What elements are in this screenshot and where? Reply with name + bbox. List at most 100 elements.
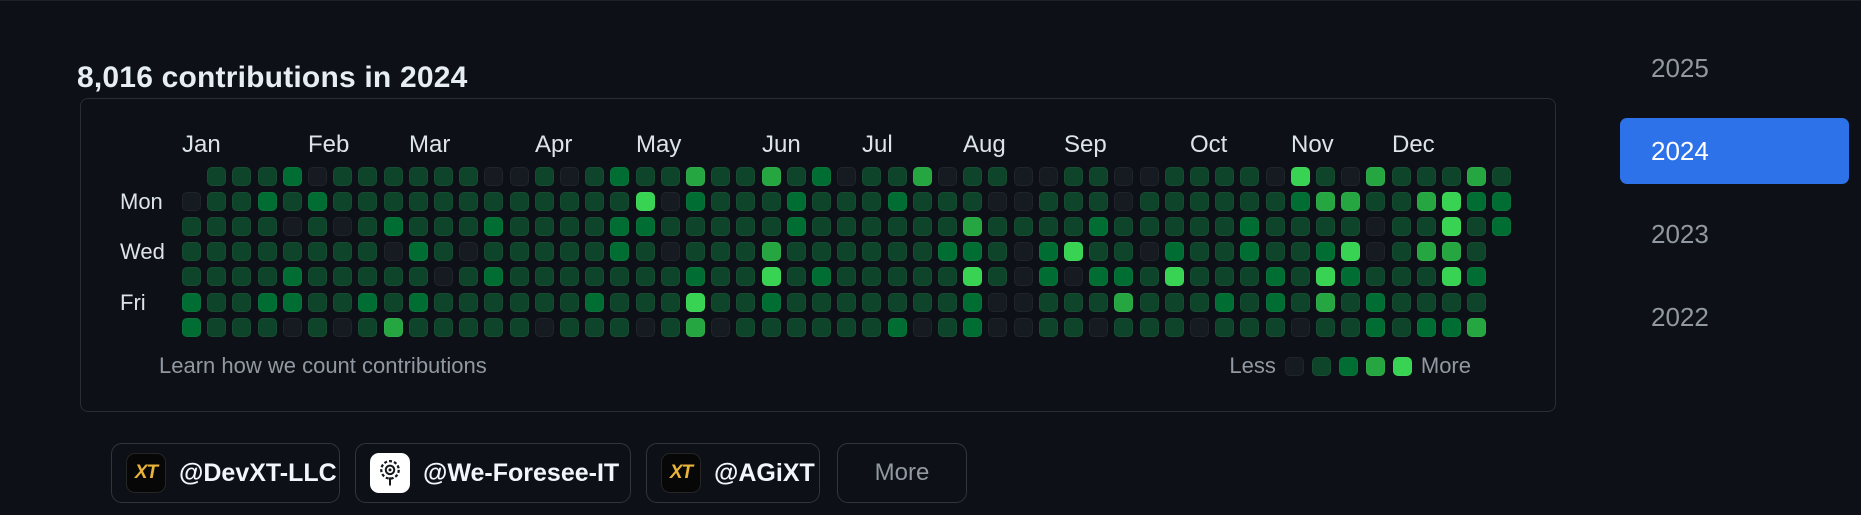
contribution-cell[interactable] (762, 167, 781, 186)
year-item-2025[interactable]: 2025 (1651, 52, 1709, 83)
contribution-cell[interactable] (510, 318, 529, 337)
contribution-cell[interactable] (1064, 318, 1083, 337)
contribution-cell[interactable] (1366, 192, 1385, 211)
contribution-cell[interactable] (1266, 217, 1285, 236)
contribution-cell[interactable] (988, 217, 1007, 236)
contribution-cell[interactable] (1266, 242, 1285, 261)
contribution-cell[interactable] (560, 267, 579, 286)
contribution-cell[interactable] (409, 192, 428, 211)
contribution-cell[interactable] (358, 242, 377, 261)
contribution-cell[interactable] (308, 318, 327, 337)
contribution-cell[interactable] (1392, 167, 1411, 186)
contribution-cell[interactable] (1467, 217, 1486, 236)
contribution-cell[interactable] (1467, 192, 1486, 211)
contribution-cell[interactable] (1266, 267, 1285, 286)
contribution-cell[interactable] (1291, 217, 1310, 236)
contribution-cell[interactable] (1366, 293, 1385, 312)
contribution-cell[interactable] (308, 167, 327, 186)
contribution-cell[interactable] (1240, 318, 1259, 337)
contribution-cell[interactable] (686, 267, 705, 286)
contribution-cell[interactable] (434, 293, 453, 312)
contribution-cell[interactable] (1039, 167, 1058, 186)
contribution-cell[interactable] (1316, 192, 1335, 211)
contribution-cell[interactable] (1316, 217, 1335, 236)
contribution-cell[interactable] (333, 167, 352, 186)
contribution-cell[interactable] (1114, 217, 1133, 236)
contribution-cell[interactable] (736, 267, 755, 286)
contribution-cell[interactable] (762, 293, 781, 312)
contribution-cell[interactable] (1291, 192, 1310, 211)
contribution-cell[interactable] (434, 318, 453, 337)
contribution-cell[interactable] (484, 242, 503, 261)
contribution-cell[interactable] (1417, 293, 1436, 312)
contribution-cell[interactable] (636, 192, 655, 211)
contribution-cell[interactable] (963, 293, 982, 312)
contribution-cell[interactable] (736, 167, 755, 186)
contribution-cell[interactable] (1039, 242, 1058, 261)
contribution-cell[interactable] (762, 318, 781, 337)
contribution-cell[interactable] (1089, 192, 1108, 211)
contribution-cell[interactable] (182, 267, 201, 286)
contribution-cell[interactable] (1064, 267, 1083, 286)
contribution-cell[interactable] (1417, 242, 1436, 261)
contribution-cell[interactable] (1467, 293, 1486, 312)
contribution-cell[interactable] (384, 242, 403, 261)
contribution-cell[interactable] (434, 217, 453, 236)
contribution-cell[interactable] (812, 267, 831, 286)
contribution-cell[interactable] (232, 167, 251, 186)
contribution-cell[interactable] (762, 217, 781, 236)
contribution-cell[interactable] (862, 293, 881, 312)
contribution-cell[interactable] (1492, 167, 1511, 186)
contribution-cell[interactable] (1392, 267, 1411, 286)
more-organizations-button[interactable]: More (837, 443, 967, 503)
contribution-cell[interactable] (308, 267, 327, 286)
contribution-cell[interactable] (686, 192, 705, 211)
contribution-cell[interactable] (913, 318, 932, 337)
contribution-cell[interactable] (1014, 267, 1033, 286)
contribution-cell[interactable] (787, 242, 806, 261)
contribution-cell[interactable] (787, 318, 806, 337)
contribution-cell[interactable] (736, 318, 755, 337)
contribution-cell[interactable] (409, 318, 428, 337)
contribution-cell[interactable] (1341, 217, 1360, 236)
contribution-cell[interactable] (333, 242, 352, 261)
contribution-cell[interactable] (1190, 242, 1209, 261)
contribution-cell[interactable] (1392, 217, 1411, 236)
contribution-cell[interactable] (333, 318, 352, 337)
contribution-cell[interactable] (560, 293, 579, 312)
contribution-cell[interactable] (1190, 167, 1209, 186)
contribution-cell[interactable] (560, 167, 579, 186)
contribution-cell[interactable] (409, 242, 428, 261)
contribution-cell[interactable] (963, 167, 982, 186)
contribution-cell[interactable] (812, 318, 831, 337)
contribution-cell[interactable] (434, 192, 453, 211)
contribution-cell[interactable] (1114, 267, 1133, 286)
contribution-cell[interactable] (283, 267, 302, 286)
contribution-cell[interactable] (484, 293, 503, 312)
contribution-cell[interactable] (535, 167, 554, 186)
contribution-cell[interactable] (1442, 167, 1461, 186)
contribution-cell[interactable] (1417, 167, 1436, 186)
contribution-cell[interactable] (1014, 293, 1033, 312)
contribution-cell[interactable] (1341, 318, 1360, 337)
contribution-cell[interactable] (1165, 293, 1184, 312)
contribution-cell[interactable] (434, 242, 453, 261)
contribution-cell[interactable] (888, 192, 907, 211)
contribution-cell[interactable] (963, 217, 982, 236)
contribution-cell[interactable] (358, 293, 377, 312)
contribution-cell[interactable] (1240, 192, 1259, 211)
contribution-cell[interactable] (232, 318, 251, 337)
contribution-cell[interactable] (258, 192, 277, 211)
contribution-cell[interactable] (888, 293, 907, 312)
contribution-cell[interactable] (1291, 267, 1310, 286)
contribution-cell[interactable] (686, 318, 705, 337)
contribution-cell[interactable] (1215, 318, 1234, 337)
contribution-cell[interactable] (1039, 293, 1058, 312)
contribution-cell[interactable] (333, 267, 352, 286)
contribution-cell[interactable] (459, 217, 478, 236)
contribution-cell[interactable] (1341, 293, 1360, 312)
contribution-cell[interactable] (1417, 318, 1436, 337)
contribution-cell[interactable] (1442, 217, 1461, 236)
contribution-cell[interactable] (358, 267, 377, 286)
contribution-cell[interactable] (1014, 242, 1033, 261)
